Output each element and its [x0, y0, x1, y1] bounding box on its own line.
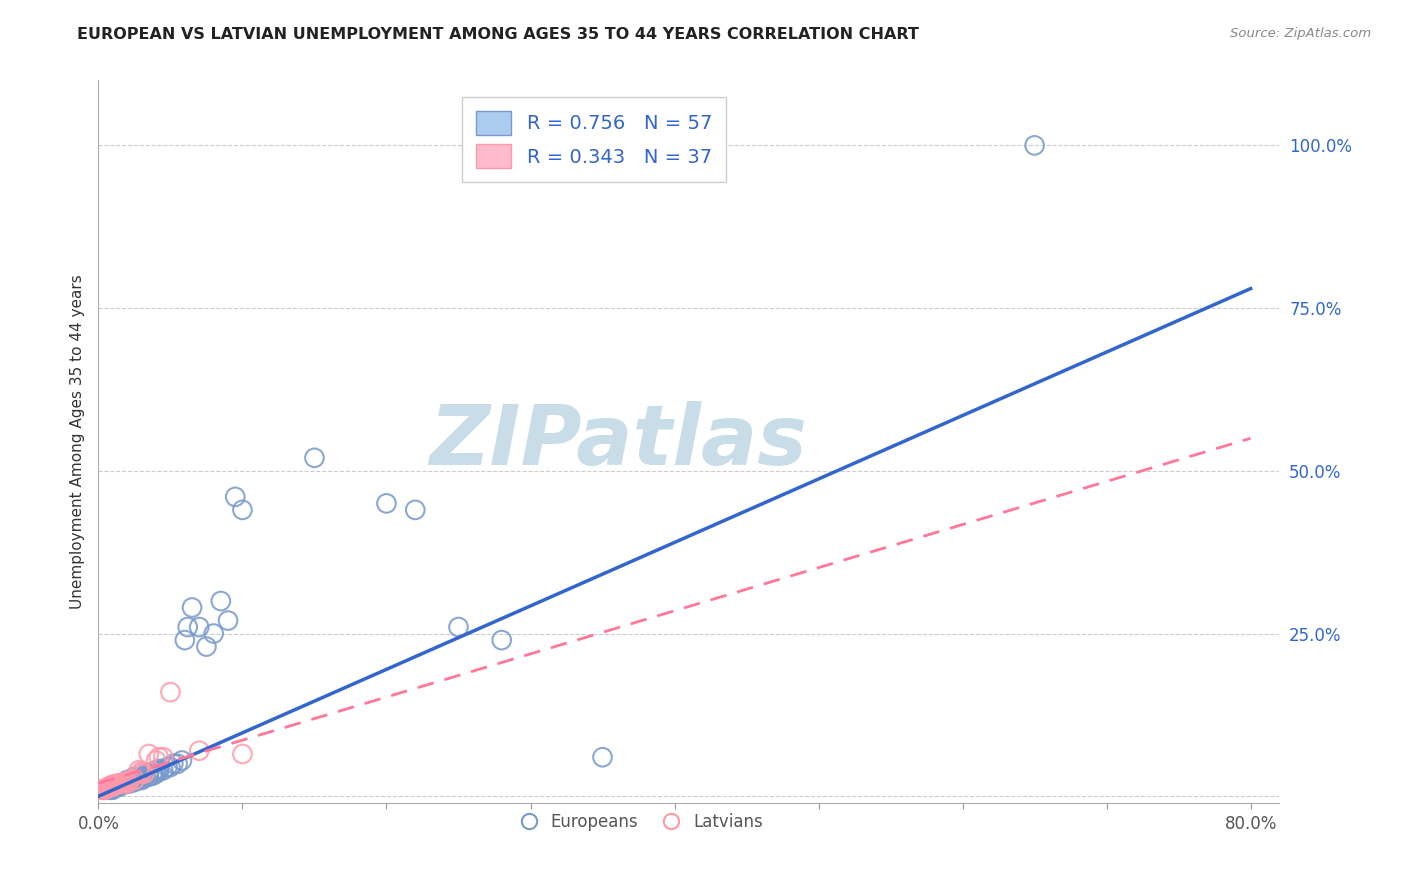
Point [138, 747, 160, 761]
Point [108, 776, 131, 790]
Point [128, 771, 150, 785]
Point [101, 778, 124, 792]
Point [124, 775, 146, 789]
Point [115, 772, 138, 787]
Point [145, 764, 167, 778]
Point [224, 490, 246, 504]
Point [96, 781, 118, 796]
Point [134, 768, 156, 782]
Point [101, 781, 124, 796]
Point [96, 781, 118, 796]
Point [103, 778, 125, 792]
Point [110, 776, 132, 790]
Point [115, 776, 138, 790]
Point [231, 747, 253, 761]
Point [104, 780, 127, 794]
Point [134, 771, 156, 785]
Point [98, 782, 121, 797]
Point [112, 775, 135, 789]
Point [375, 496, 398, 510]
Point [181, 600, 204, 615]
Point [91, 782, 114, 797]
Point [100, 780, 122, 794]
Point [98, 780, 121, 794]
Point [108, 776, 131, 790]
Point [107, 776, 129, 790]
Point [592, 750, 614, 764]
Point [217, 614, 239, 628]
Point [162, 756, 184, 771]
Point [115, 776, 138, 790]
Point [148, 762, 170, 776]
Point [138, 770, 160, 784]
Point [152, 750, 174, 764]
Point [94, 782, 117, 797]
Point [134, 766, 156, 780]
Point [142, 764, 165, 779]
Point [145, 754, 167, 768]
Point [93, 782, 115, 797]
Point [128, 772, 150, 787]
Point [131, 772, 153, 787]
Point [100, 780, 122, 794]
Point [98, 780, 121, 794]
Point [115, 776, 138, 790]
Point [304, 450, 326, 465]
Point [128, 764, 150, 778]
Point [94, 781, 117, 796]
Point [120, 772, 142, 787]
Point [101, 782, 124, 797]
Point [114, 775, 136, 789]
Legend: Europeans, Latvians: Europeans, Latvians [513, 806, 769, 838]
Point [131, 764, 153, 779]
Point [131, 770, 153, 784]
Point [93, 782, 115, 797]
Point [148, 750, 170, 764]
Point [195, 640, 218, 654]
Text: ZIPatlas: ZIPatlas [429, 401, 807, 482]
Point [159, 685, 181, 699]
Point [173, 633, 195, 648]
Point [120, 772, 142, 787]
Point [101, 780, 124, 794]
Point [124, 772, 146, 787]
Point [105, 778, 128, 792]
Point [166, 756, 188, 771]
Point [97, 780, 120, 794]
Point [202, 626, 225, 640]
Point [124, 770, 146, 784]
Point [209, 594, 232, 608]
Y-axis label: Unemployment Among Ages 35 to 44 years: Unemployment Among Ages 35 to 44 years [69, 274, 84, 609]
Point [1024, 138, 1046, 153]
Point [112, 776, 135, 790]
Point [120, 776, 142, 790]
Point [108, 780, 131, 794]
Point [138, 766, 160, 780]
Point [112, 776, 135, 790]
Point [188, 744, 211, 758]
Point [104, 778, 127, 792]
Point [142, 768, 165, 782]
Point [404, 503, 426, 517]
Point [101, 780, 124, 794]
Point [447, 620, 470, 634]
Point [131, 766, 153, 780]
Point [156, 760, 179, 774]
Point [491, 633, 513, 648]
Point [231, 503, 253, 517]
Point [152, 764, 174, 778]
Point [177, 620, 200, 634]
Point [108, 778, 131, 792]
Point [159, 760, 181, 774]
Text: Source: ZipAtlas.com: Source: ZipAtlas.com [1230, 27, 1371, 40]
Point [145, 766, 167, 780]
Point [124, 772, 146, 787]
Point [111, 776, 134, 790]
Point [170, 754, 193, 768]
Point [188, 620, 211, 634]
Text: EUROPEAN VS LATVIAN UNEMPLOYMENT AMONG AGES 35 TO 44 YEARS CORRELATION CHART: EUROPEAN VS LATVIAN UNEMPLOYMENT AMONG A… [77, 27, 920, 42]
Point [148, 764, 170, 779]
Point [90, 782, 112, 797]
Point [105, 780, 128, 794]
